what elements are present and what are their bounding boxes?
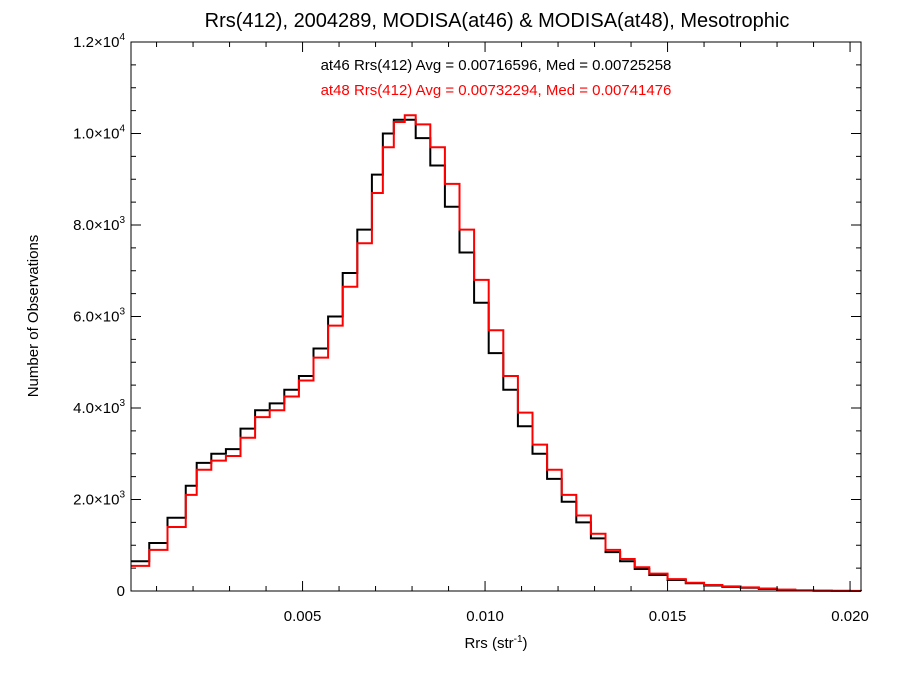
y-tick-label: 2.0×103 (73, 490, 125, 509)
series-line-at48 (131, 114, 862, 592)
chart-title: Rrs(412), 2004289, MODISA(at46) & MODISA… (205, 10, 790, 32)
x-axis-title: Rrs (str-1) (464, 634, 527, 652)
y-tick-label: 4.0×103 (73, 398, 125, 417)
x-tick-label: 0.010 (466, 608, 504, 625)
annotation-at48: at48 Rrs(412) Avg = 0.00732294, Med = 0.… (321, 82, 672, 99)
y-tick-label: 0 (117, 583, 125, 600)
y-tick-label: 1.2×104 (73, 32, 125, 51)
y-axis-title: Number of Observations (25, 235, 42, 398)
series-layer (131, 114, 862, 592)
y-tick-label: 1.0×104 (73, 124, 125, 143)
x-tick-label: 0.020 (831, 608, 869, 625)
y-axis: 0 2.0×103 4.0×103 6.0×103 8.0×103 1.0×104 1.2×… (73, 32, 861, 600)
plot-frame (130, 41, 862, 592)
series-line-at46 (131, 118, 862, 592)
x-tick-label: 0.015 (649, 608, 687, 625)
y-tick-label: 8.0×103 (73, 215, 125, 234)
x-tick-label: 0.005 (284, 608, 322, 625)
x-axis: 0.005 0.010 0.015 0.020 (156, 42, 869, 625)
y-tick-label: 6.0×103 (73, 307, 125, 326)
annotation-at46: at46 Rrs(412) Avg = 0.00716596, Med = 0.… (321, 57, 672, 74)
